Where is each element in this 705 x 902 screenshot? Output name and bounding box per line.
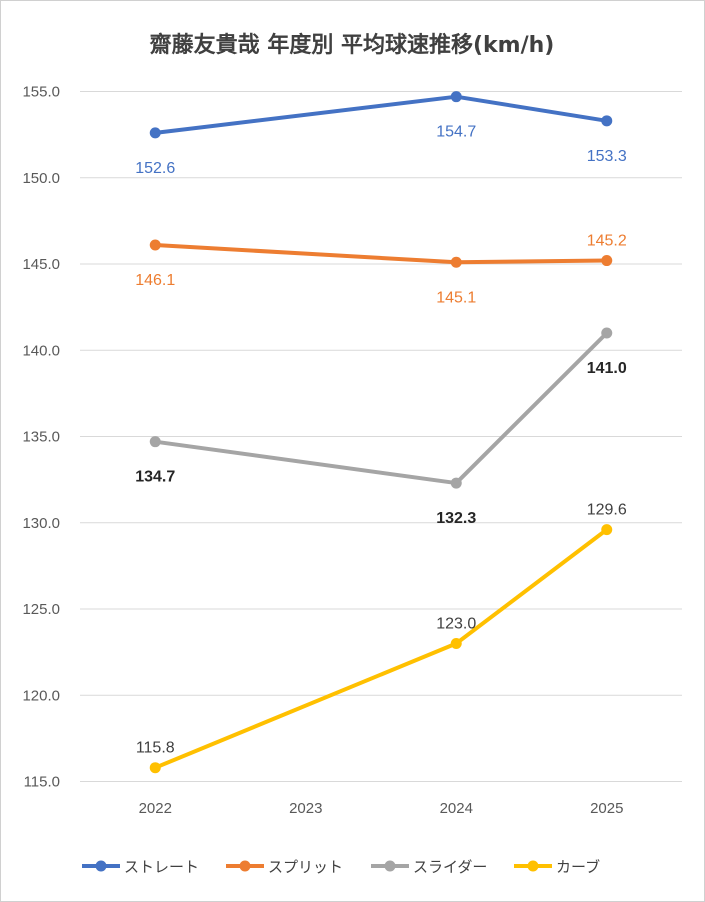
data-label: 123.0 xyxy=(436,616,476,633)
x-tick-label: 2022 xyxy=(139,800,172,817)
legend-swatch-marker xyxy=(239,860,251,872)
y-axis-ticks: 115.0 120.0 125.0 130.0 135.0 140.0 145.0 150.0… xyxy=(22,84,60,791)
y-tick-label: 140.0 xyxy=(22,342,60,359)
y-tick-label: 125.0 xyxy=(22,601,60,618)
data-point xyxy=(601,327,613,339)
legend-item: スライダー xyxy=(371,858,487,876)
y-tick-label: 120.0 xyxy=(22,687,60,704)
data-label: 134.7 xyxy=(135,469,175,486)
data-label: 146.1 xyxy=(135,272,175,289)
y-tick-label: 145.0 xyxy=(22,256,60,273)
legend-swatch-marker xyxy=(95,860,107,872)
data-point xyxy=(601,115,613,127)
legend-label: スライダー xyxy=(413,858,487,876)
data-label: 153.3 xyxy=(587,148,627,165)
chart-title: 齋藤友貴哉 年度別 平均球速推移(km/h) xyxy=(150,32,555,58)
series-line xyxy=(153,331,609,486)
data-point xyxy=(450,638,462,649)
data-point xyxy=(450,91,462,103)
legend-label: スプリット xyxy=(268,858,343,876)
series-layer xyxy=(149,91,613,774)
data-label: 152.6 xyxy=(135,160,175,177)
data-point xyxy=(450,256,462,268)
legend-swatch-marker xyxy=(384,860,396,872)
y-tick-label: 115.0 xyxy=(24,774,60,791)
data-label: 115.8 xyxy=(136,740,175,757)
data-label: 145.2 xyxy=(587,233,627,250)
data-labels: 152.6 154.7 153.3 146.1 145.1 145.2 134.7 132.3… xyxy=(135,124,627,757)
series-line xyxy=(153,94,609,135)
y-tick-label: 155.0 xyxy=(22,84,60,101)
gridlines xyxy=(80,91,682,782)
legend-item: カーブ xyxy=(514,858,600,876)
data-point xyxy=(601,255,613,267)
legend: ストレート スプリット スライダー カーブ xyxy=(82,858,600,876)
x-tick-label: 2023 xyxy=(289,800,322,817)
legend-item: ストレート xyxy=(82,858,199,876)
legend-item: スプリット xyxy=(226,858,343,876)
y-tick-label: 130.0 xyxy=(22,515,60,532)
legend-swatch-marker xyxy=(527,860,539,872)
x-tick-label: 2024 xyxy=(440,800,473,817)
data-point xyxy=(450,477,462,489)
data-label: 154.7 xyxy=(436,124,476,141)
data-label: 141.0 xyxy=(587,360,627,377)
data-point xyxy=(149,762,161,774)
series-line xyxy=(153,243,609,265)
data-label: 129.6 xyxy=(587,502,627,519)
legend-label: ストレート xyxy=(124,858,199,876)
data-point xyxy=(601,524,613,536)
series-line xyxy=(153,527,609,770)
data-label: 132.3 xyxy=(436,510,476,527)
data-point xyxy=(149,239,161,251)
x-tick-label: 2025 xyxy=(590,800,623,817)
y-tick-label: 150.0 xyxy=(22,170,60,187)
data-point xyxy=(149,436,161,448)
data-point xyxy=(149,127,161,139)
data-label: 145.1 xyxy=(436,289,476,306)
y-tick-label: 135.0 xyxy=(22,429,60,446)
x-axis-ticks: 2022 2023 2024 2025 xyxy=(139,800,624,817)
legend-label: カーブ xyxy=(556,858,600,876)
